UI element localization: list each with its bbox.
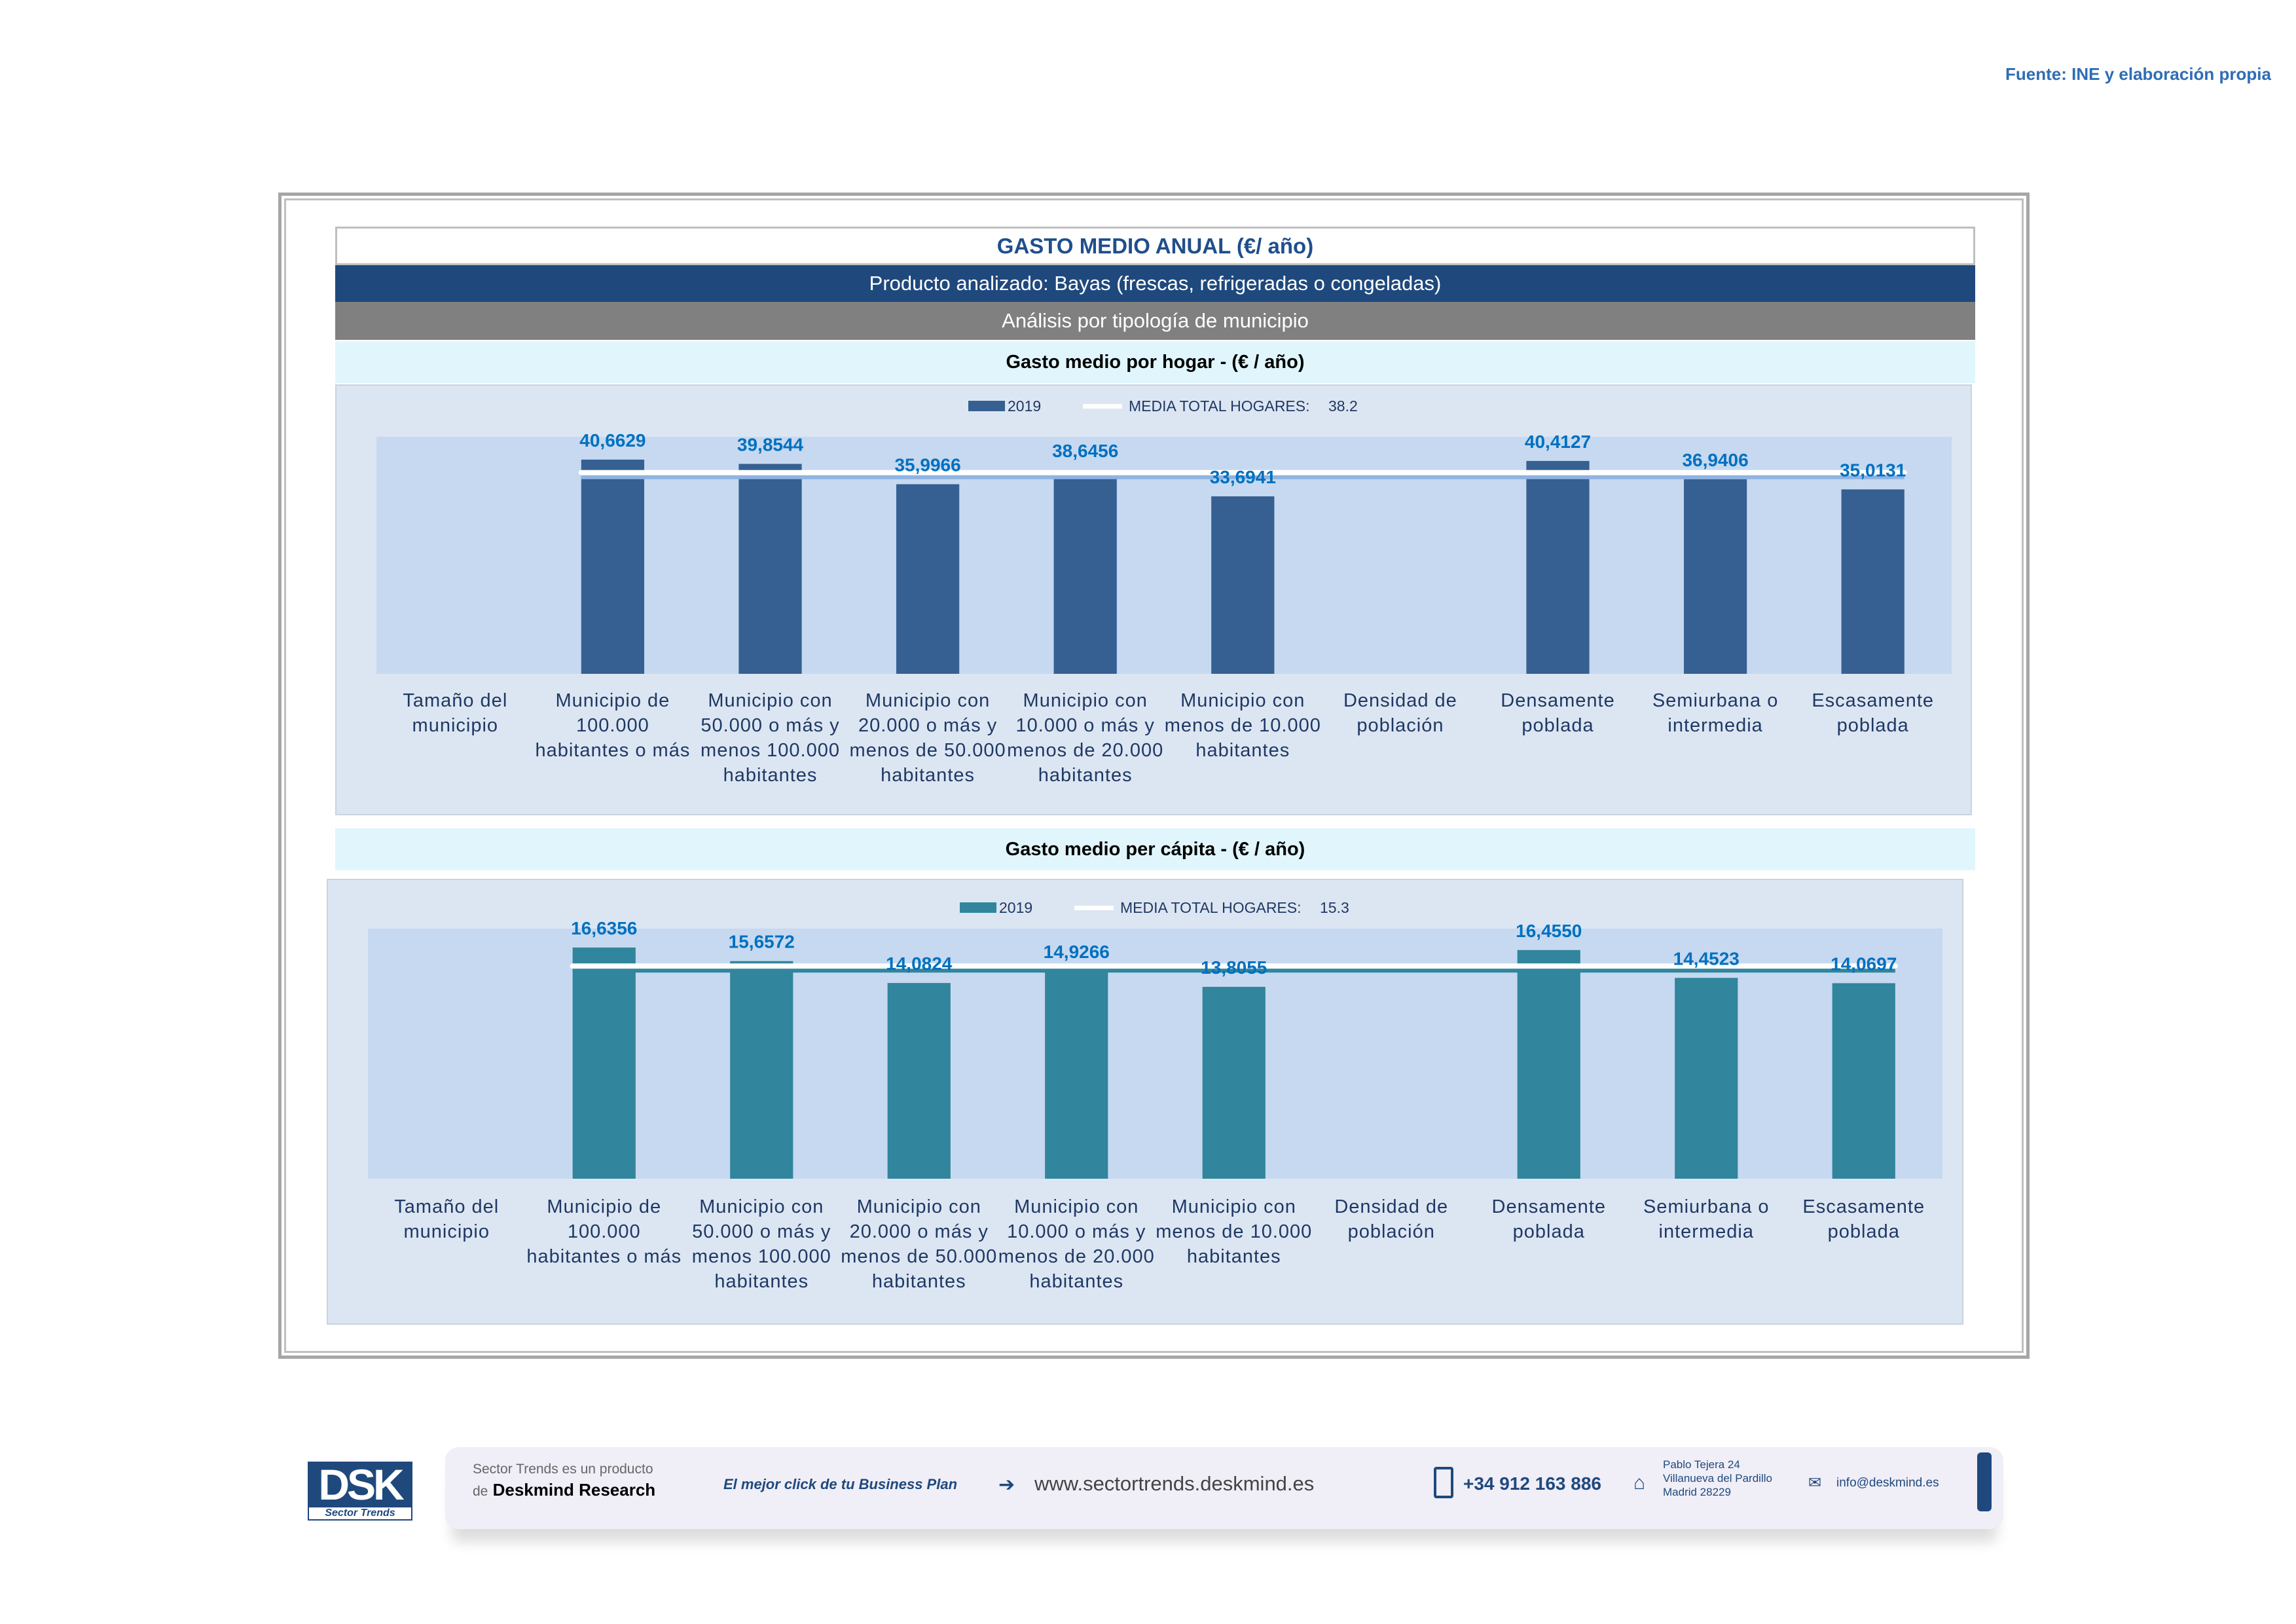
report-title: GASTO MEDIO ANUAL (€/ año) <box>335 227 1975 265</box>
report-frame <box>278 193 2030 1359</box>
bar <box>887 983 951 1179</box>
data-label: 14,9266 <box>1044 942 1110 962</box>
data-label: 35,9966 <box>894 454 960 475</box>
chart-per-capita-svg: 2019 MEDIA TOTAL HOGARES: 15.3 16,6356 15,65… <box>368 899 1942 1292</box>
bar <box>1526 460 1590 674</box>
bar <box>1202 987 1266 1179</box>
data-label: 14,0697 <box>1831 953 1897 974</box>
bar <box>1675 978 1738 1179</box>
data-label: 40,6629 <box>579 430 646 451</box>
footer-email[interactable]: info@deskmind.es <box>1836 1476 1939 1490</box>
footer-brand-line: de Deskmind Research <box>473 1480 655 1500</box>
data-label: 15,6572 <box>729 932 795 952</box>
chart-per-capita: 2019 MEDIA TOTAL HOGARES: 15.3 16,6356 15,65… <box>327 879 1963 1325</box>
legend-swatch-2019 <box>968 401 1005 411</box>
category-label: Densidad de población <box>1343 690 1457 736</box>
bar <box>1517 950 1580 1179</box>
chart2-title: Gasto medio per cápita - (€ / año) <box>335 828 1975 870</box>
bar <box>1832 983 1895 1179</box>
category-label: Municipio con menos de 10.000 habitantes <box>1165 690 1321 761</box>
category-label: Escasamente poblada <box>1812 690 1934 736</box>
category-label: Densidad de población <box>1334 1196 1448 1242</box>
bar <box>738 464 802 674</box>
bar <box>1211 496 1275 674</box>
data-label: 35,0131 <box>1840 460 1906 480</box>
source-note: Fuente: INE y elaboración propia <box>2005 64 2271 84</box>
category-label: Tamaño del municipio <box>394 1196 499 1242</box>
data-label: 33,6941 <box>1210 467 1276 487</box>
category-label: Municipio con menos de 10.000 habitantes <box>1156 1196 1312 1267</box>
legend-label-mean: MEDIA TOTAL HOGARES: <box>1129 397 1310 415</box>
address-line: Villanueva del Pardillo <box>1663 1472 1772 1485</box>
data-label: 16,4550 <box>1516 921 1582 941</box>
bar <box>1841 489 1904 674</box>
analysis-banner: Análisis por tipología de municipio <box>335 302 1975 340</box>
footer-address: Pablo Tejera 24 Villanueva del Pardillo Ma… <box>1663 1458 1772 1499</box>
data-label: 16,6356 <box>571 918 637 938</box>
legend-swatch-mean <box>1083 404 1122 409</box>
chart1-title: Gasto medio por hogar - (€ / año) <box>335 341 1975 383</box>
footer-website[interactable]: www.sectortrends.deskmind.es <box>1034 1472 1315 1495</box>
category-label: Municipio con 20.000 o más y menos de 50.0… <box>850 690 1006 786</box>
category-label: Municipio con 50.000 o más y menos 100.000… <box>701 690 840 786</box>
category-label: Municipio con 50.000 o más y menos 100.000… <box>692 1196 831 1292</box>
category-label: Municipio con 20.000 o más y menos de 50.0… <box>841 1196 997 1292</box>
category-label: Semiurbana o intermedia <box>1643 1196 1770 1242</box>
bar <box>581 459 645 674</box>
chart-household: 2019 MEDIA TOTAL HOGARES: 38.2 40,6629 39,85… <box>335 384 1972 815</box>
data-label: 36,9406 <box>1682 450 1748 470</box>
legend-swatch-mean <box>1074 906 1114 910</box>
chart-household-svg: 2019 MEDIA TOTAL HOGARES: 38.2 40,6629 39,85… <box>376 397 1952 786</box>
category-label: Municipio de 100.000 habitantes o más <box>526 1196 682 1267</box>
category-label: Semiurbana o intermedia <box>1652 690 1779 736</box>
legend-label-2019: 2019 <box>999 899 1032 916</box>
category-label: Municipio con 10.000 o más y menos de 20.0… <box>1007 690 1163 786</box>
category-label: Municipio de 100.000 habitantes o más <box>535 690 690 761</box>
data-label: 13,8055 <box>1201 957 1267 978</box>
bar <box>896 484 960 674</box>
data-label: 14,0824 <box>886 953 953 974</box>
legend-label-mean: MEDIA TOTAL HOGARES: <box>1120 899 1302 916</box>
home-icon: ⌂ <box>1633 1472 1646 1494</box>
legend-mean-value: 38.2 <box>1328 397 1358 415</box>
footer-brand: Deskmind Research <box>492 1480 656 1500</box>
web-arrow-icon: ➔ <box>998 1474 1015 1496</box>
footer-de: de <box>473 1484 488 1499</box>
address-line: Pablo Tejera 24 <box>1663 1458 1740 1471</box>
data-label: 14,4523 <box>1673 948 1740 969</box>
footer-banner: Sector Trends es un producto de Deskmind… <box>445 1447 2003 1529</box>
category-label: Densamente poblada <box>1501 690 1614 736</box>
phone-icon <box>1434 1467 1453 1498</box>
category-label: Escasamente poblada <box>1802 1196 1925 1242</box>
legend-label-2019: 2019 <box>1008 397 1041 415</box>
product-banner: Producto analizado: Bayas (frescas, refr… <box>335 265 1975 302</box>
data-label: 39,8544 <box>737 434 804 454</box>
footer-slogan: El mejor click de tu Business Plan <box>723 1476 958 1492</box>
legend-mean-value: 15.3 <box>1320 899 1349 916</box>
dsk-logo-subtitle: Sector Trends <box>308 1506 412 1521</box>
data-label: 38,6456 <box>1052 441 1118 461</box>
legend-swatch-2019 <box>960 902 996 913</box>
bar <box>1045 971 1108 1179</box>
data-label: 40,4127 <box>1525 432 1591 452</box>
footer-product-line: Sector Trends es un producto <box>473 1462 653 1477</box>
bar <box>730 961 793 1179</box>
footer-phone: +34 912 163 886 <box>1463 1473 1601 1494</box>
bar <box>572 947 636 1179</box>
category-label: Tamaño del municipio <box>403 690 507 736</box>
category-label: Densamente poblada <box>1492 1196 1606 1242</box>
category-label: Municipio con 10.000 o más y menos de 20.0… <box>998 1196 1155 1292</box>
footer-accent-bar <box>1977 1452 1992 1511</box>
bar <box>1683 479 1747 674</box>
mail-icon: ✉ <box>1808 1474 1822 1492</box>
bar <box>1053 470 1117 674</box>
address-line: Madrid 28229 <box>1663 1486 1731 1498</box>
